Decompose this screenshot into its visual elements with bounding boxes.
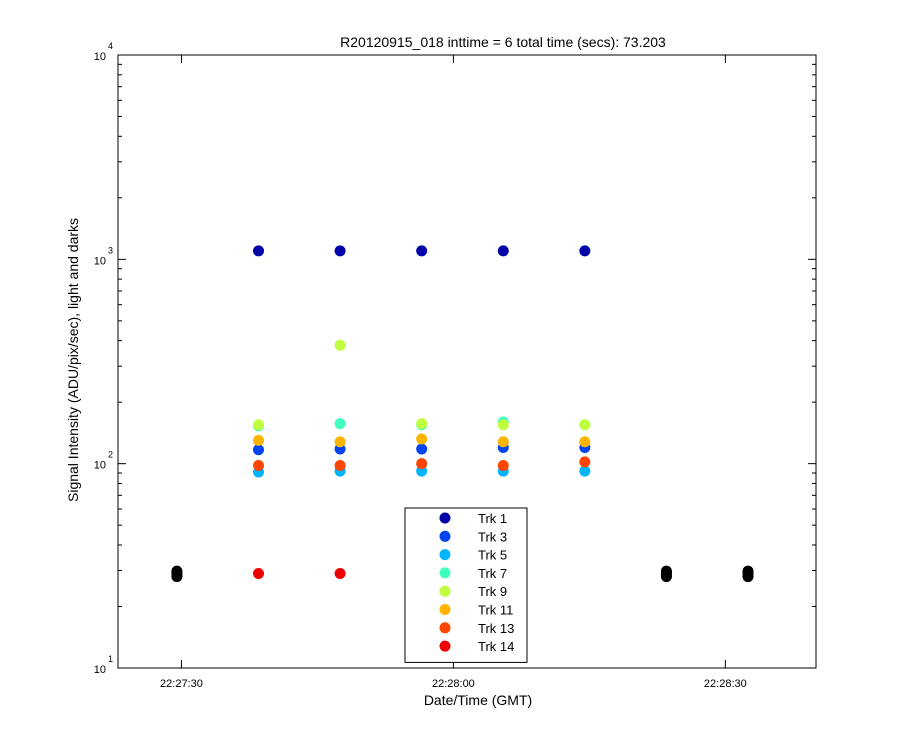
legend-label: Trk 14: [478, 639, 514, 654]
legend-marker: [439, 549, 451, 561]
y-tick-label: 10: [94, 664, 106, 676]
data-point: [334, 245, 346, 257]
data-point: [497, 419, 509, 431]
x-tick-label: 22:27:30: [160, 678, 203, 690]
legend-marker: [439, 567, 451, 579]
data-point: [171, 565, 183, 577]
legend-label: Trk 9: [478, 584, 507, 599]
y-tick-exponent: 4: [108, 41, 113, 51]
data-point: [334, 568, 346, 580]
legend-marker: [439, 622, 451, 634]
y-axis-label: Signal Intensity (ADU/pix/sec), light an…: [65, 218, 81, 502]
data-point: [416, 458, 428, 470]
y-tick-exponent: 3: [108, 245, 113, 255]
data-point: [497, 436, 509, 448]
legend-label: Trk 1: [478, 511, 507, 526]
data-point: [497, 459, 509, 471]
data-point: [253, 568, 265, 580]
data-point: [497, 245, 509, 257]
data-point: [579, 419, 591, 431]
legend-marker: [439, 585, 451, 597]
legend-marker: [439, 512, 451, 524]
x-tick-label: 22:28:00: [432, 678, 475, 690]
chart-title: R20120915_018 inttime = 6 total time (se…: [340, 34, 666, 50]
x-tick-label: 22:28:30: [704, 678, 747, 690]
data-point: [579, 245, 591, 257]
y-tick-exponent: 2: [108, 450, 113, 460]
plot-frame: [117, 54, 817, 669]
legend-label: Trk 11: [478, 603, 513, 618]
data-point: [253, 459, 265, 471]
legend-marker: [439, 604, 451, 615]
legend-label: Trk 3: [478, 529, 507, 544]
data-point: [579, 436, 591, 448]
data-point: [579, 456, 591, 468]
data-point: [253, 245, 265, 257]
y-tick-label: 10: [94, 460, 106, 472]
data-point: [253, 444, 265, 456]
legend: [404, 507, 528, 663]
data-point: [334, 339, 346, 351]
data-point: [416, 245, 428, 257]
y-tick-label: 10: [94, 51, 106, 63]
data-point: [416, 443, 428, 455]
y-tick-label: 10: [94, 255, 106, 267]
data-point: [416, 433, 428, 445]
data-point: [742, 565, 754, 577]
legend-label: Trk 7: [478, 566, 507, 581]
data-point: [579, 465, 591, 477]
legend-label: Trk 5: [478, 548, 507, 563]
y-tick-exponent: 1: [108, 654, 113, 664]
data-point: [334, 459, 346, 471]
legend-marker: [439, 530, 451, 542]
data-point: [334, 418, 346, 430]
data-point: [416, 418, 428, 430]
data-point: [334, 436, 346, 448]
data-point: [253, 434, 265, 446]
x-axis-label: Date/Time (GMT): [424, 692, 532, 708]
legend-marker: [439, 640, 451, 652]
legend-label: Trk 13: [478, 621, 514, 636]
data-point: [253, 419, 265, 431]
data-point: [660, 565, 672, 577]
